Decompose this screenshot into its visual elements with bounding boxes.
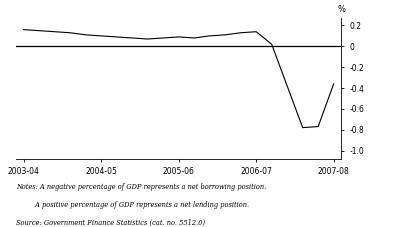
- Text: %: %: [337, 5, 345, 14]
- Text: A positive percentage of GDP represents a net lending position.: A positive percentage of GDP represents …: [16, 201, 249, 209]
- Text: Source: Government Finance Statistics (cat. no. 5512.0): Source: Government Finance Statistics (c…: [16, 218, 205, 226]
- Text: Notes: A negative percentage of GDP represents a net borrowing position.: Notes: A negative percentage of GDP repr…: [16, 183, 266, 191]
